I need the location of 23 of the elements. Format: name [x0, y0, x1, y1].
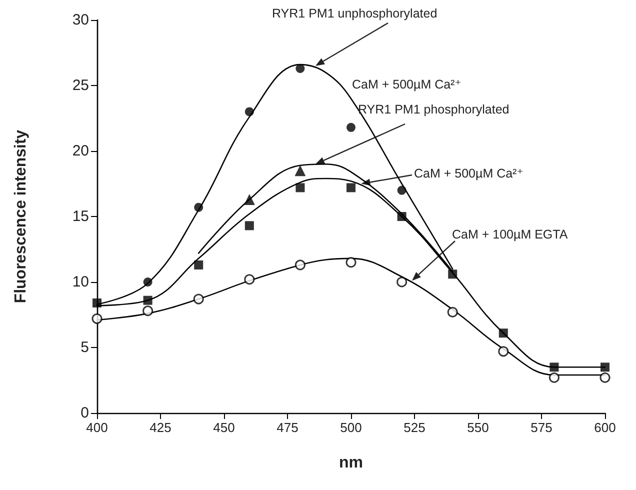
y-tick-label: 5 [80, 339, 89, 356]
y-axis-title: Fluorescence intensity [12, 130, 30, 304]
x-tick-label: 600 [594, 420, 616, 435]
y-tick-label: 10 [72, 274, 89, 290]
x-tick-label: 575 [530, 420, 552, 435]
annotation: RYR1 PM1 unphosphorylated [272, 6, 438, 20]
x-tick-label: 450 [213, 420, 235, 435]
x-axis-title: nm [339, 454, 363, 472]
y-tick-label: 15 [72, 208, 89, 225]
y-tick-label: 25 [72, 77, 89, 94]
annotation: CaM + 500µM Ca²⁺ [352, 78, 462, 92]
annotation: RYR1 PM1 phosphorylated [358, 102, 510, 116]
annotation: CaM + 500µM Ca²⁺ [414, 166, 524, 180]
y-tick-label: 0 [80, 404, 89, 422]
annotation: CaM + 100µM EGTA [452, 228, 568, 242]
x-tick-label: 475 [276, 420, 298, 435]
y-tick-label: 30 [72, 12, 89, 28]
x-tick-label: 550 [467, 420, 489, 435]
x-tick-label: 400 [86, 420, 108, 435]
x-tick-label: 525 [404, 420, 426, 435]
y-tick-label: 20 [72, 142, 89, 160]
x-tick-label: 500 [340, 420, 362, 435]
x-tick-label: 425 [150, 420, 172, 435]
